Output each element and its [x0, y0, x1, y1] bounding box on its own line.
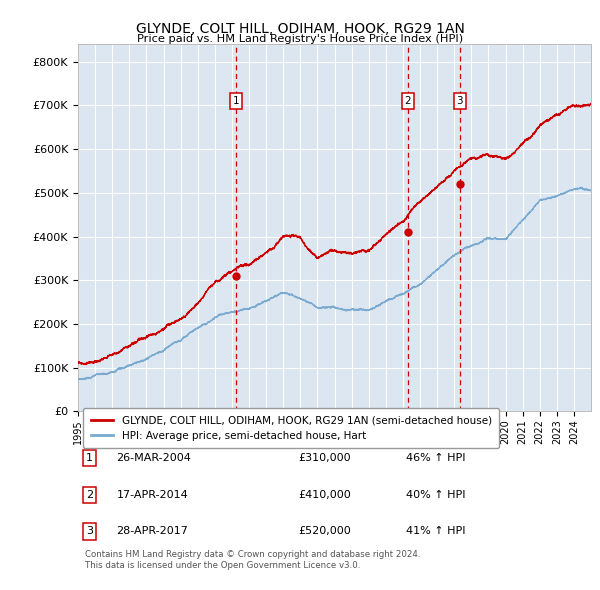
Text: 2: 2 [86, 490, 93, 500]
Text: 28-APR-2017: 28-APR-2017 [116, 526, 188, 536]
Text: 40% ↑ HPI: 40% ↑ HPI [406, 490, 466, 500]
Legend: GLYNDE, COLT HILL, ODIHAM, HOOK, RG29 1AN (semi-detached house), HPI: Average pr: GLYNDE, COLT HILL, ODIHAM, HOOK, RG29 1A… [83, 408, 499, 448]
Text: £520,000: £520,000 [299, 526, 352, 536]
Text: 26-MAR-2004: 26-MAR-2004 [116, 453, 191, 463]
Text: 3: 3 [457, 96, 463, 106]
Text: 3: 3 [86, 526, 93, 536]
Text: Price paid vs. HM Land Registry's House Price Index (HPI): Price paid vs. HM Land Registry's House … [137, 34, 463, 44]
Text: 1: 1 [233, 96, 239, 106]
Text: 1: 1 [86, 453, 93, 463]
Text: 41% ↑ HPI: 41% ↑ HPI [406, 526, 466, 536]
Text: £410,000: £410,000 [299, 490, 352, 500]
Text: 46% ↑ HPI: 46% ↑ HPI [406, 453, 466, 463]
Text: Contains HM Land Registry data © Crown copyright and database right 2024.
This d: Contains HM Land Registry data © Crown c… [85, 550, 420, 570]
Text: 2: 2 [404, 96, 411, 106]
Text: £310,000: £310,000 [299, 453, 351, 463]
Text: GLYNDE, COLT HILL, ODIHAM, HOOK, RG29 1AN: GLYNDE, COLT HILL, ODIHAM, HOOK, RG29 1A… [136, 22, 464, 37]
Text: 17-APR-2014: 17-APR-2014 [116, 490, 188, 500]
